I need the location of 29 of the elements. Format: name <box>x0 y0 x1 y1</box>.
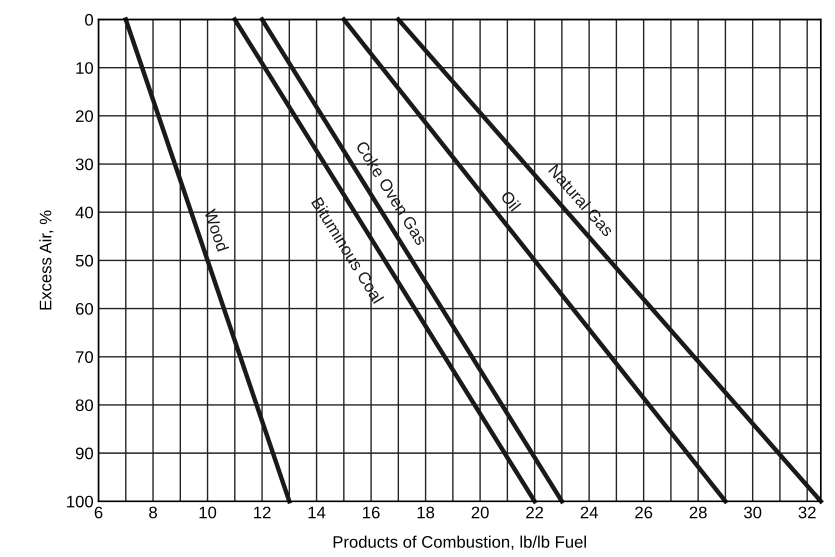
x-tick-label: 24 <box>580 506 598 518</box>
y-tick-label: 90 <box>76 448 94 460</box>
x-tick-label: 32 <box>798 506 816 518</box>
y-tick-label: 80 <box>76 399 94 412</box>
x-tick-label: 12 <box>254 506 270 518</box>
y-tick-label: 30 <box>76 158 94 170</box>
y-tick-label: 50 <box>76 254 94 267</box>
x-tick-label: 6 <box>94 506 102 518</box>
y-tick-label: 20 <box>76 110 94 122</box>
y-tick-label: 0 <box>85 14 94 26</box>
x-tick-label: 18 <box>418 506 434 518</box>
y-tick-label: 60 <box>76 302 94 315</box>
x-tick-label: 14 <box>308 506 326 518</box>
x-tick-label: 20 <box>472 506 489 518</box>
y-axis-title: Excess Air, % <box>39 210 54 310</box>
y-tick-label: 70 <box>76 351 94 363</box>
text: Oil <box>500 190 522 212</box>
x-tick-label: 30 <box>744 506 762 518</box>
x-tick-label: 8 <box>149 506 157 518</box>
x-tick-label: 26 <box>635 506 652 518</box>
x-tick-label: 22 <box>526 506 544 518</box>
x-axis-title: Products of Combustion, lb/lb Fuel <box>334 536 586 550</box>
y-tick-label: 100 <box>67 496 94 508</box>
y-tick-label: 10 <box>76 62 94 74</box>
x-tick-label: 28 <box>690 506 707 518</box>
y-tick-label: 40 <box>76 206 94 218</box>
x-tick-label: 16 <box>363 506 380 518</box>
x-tick-label: 10 <box>200 506 216 518</box>
text: Wood <box>204 208 230 252</box>
